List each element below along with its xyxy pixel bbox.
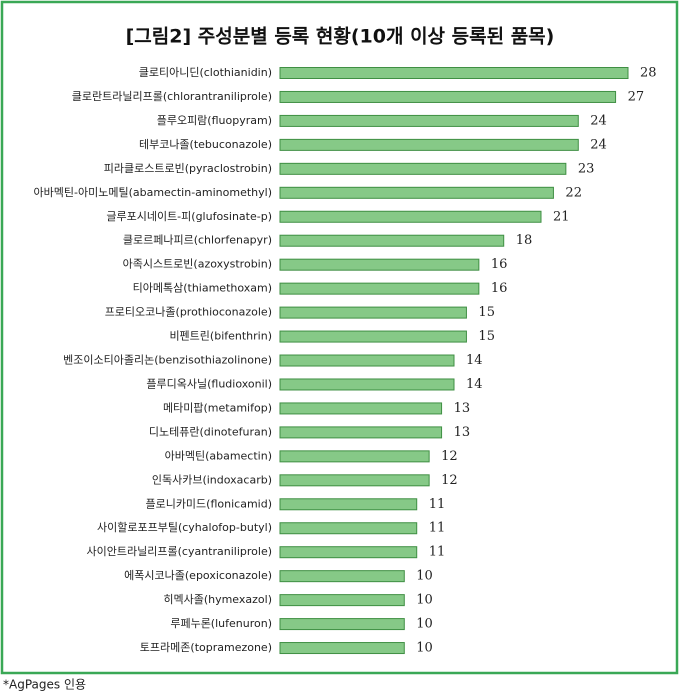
bar [279, 402, 443, 415]
bar [279, 522, 418, 535]
category-label: 히멕사졸(hymexazol) [163, 592, 272, 606]
frame [0, 0, 679, 675]
bar [279, 162, 567, 175]
value-label: 13 [454, 401, 471, 416]
bar [279, 67, 629, 79]
category-label: 루페누론(lufenuron) [170, 617, 272, 630]
value-label: 11 [429, 521, 446, 536]
bar [279, 450, 430, 463]
category-label: 아족시스트로빈(azoxystrobin) [123, 258, 272, 271]
category-label: 클로티아니딘(clothianidin) [139, 66, 272, 79]
bar [279, 570, 405, 583]
bar [279, 378, 455, 391]
bar [279, 210, 542, 223]
bar [279, 306, 467, 319]
category-label: 클로르페나피르(chlorfenapyr) [123, 234, 272, 247]
category-label: 플루디옥사닐(fludioxonil) [146, 377, 272, 390]
value-label: 28 [640, 66, 657, 81]
category-label: 메타미팝(metamifop) [163, 401, 272, 414]
value-label: 18 [516, 233, 533, 248]
category-label: 디노테퓨란(dinotefuran) [149, 425, 272, 438]
bar [279, 618, 405, 631]
value-label: 10 [416, 641, 433, 656]
bar [279, 546, 418, 559]
bar [279, 114, 579, 127]
bar [279, 138, 579, 151]
bar [279, 642, 405, 655]
value-label: 14 [466, 377, 483, 392]
value-label: 14 [466, 353, 483, 368]
category-label: 사이안트라닐리프롤(cyantraniliprole) [87, 545, 272, 558]
value-label: 15 [478, 329, 495, 344]
bar [279, 474, 430, 487]
value-label: 22 [565, 185, 582, 200]
value-label: 23 [578, 161, 595, 176]
bar [279, 282, 480, 295]
value-label: 10 [416, 593, 433, 608]
bar [279, 258, 480, 271]
bar [279, 594, 405, 607]
category-label: 비펜트린(bifenthrin) [169, 330, 272, 343]
category-label: 피라클로스트로빈(pyraclostrobin) [104, 162, 272, 175]
bar [279, 186, 554, 199]
value-label: 21 [553, 209, 570, 224]
category-label: 벤조이소티아졸리논(benzisothiazolinone) [63, 354, 272, 367]
bar [279, 234, 505, 247]
bar [279, 354, 455, 367]
category-label: 인독사카브(indoxacarb) [152, 473, 272, 486]
category-label: 프로티오코나졸(prothioconazole) [105, 306, 272, 319]
bar [279, 330, 467, 343]
bar [279, 426, 443, 439]
value-label: 11 [429, 497, 446, 512]
value-label: 15 [478, 305, 495, 320]
category-label: 클로란트라닐리프롤(chlorantraniliprole) [72, 90, 272, 103]
category-label: 사이할로포프부틸(cyhalofop-butyl) [97, 521, 272, 534]
category-label: 플로니카미드(flonicamid) [145, 497, 272, 510]
category-label: 아바멕틴(abamectin) [165, 449, 272, 462]
category-label: 토프라메존(topramezone) [140, 641, 272, 654]
category-label: 플루오피람(fluopyram) [157, 114, 272, 127]
value-label: 16 [491, 257, 508, 272]
value-label: 10 [416, 569, 433, 584]
value-label: 12 [441, 473, 458, 488]
category-label: 티아메톡삼(thiamethoxam) [133, 282, 272, 295]
value-label: 13 [454, 425, 471, 440]
footnote: *AgPages 인용 [3, 678, 86, 692]
value-label: 10 [416, 617, 433, 632]
bar [279, 498, 418, 511]
value-label: 12 [441, 449, 458, 464]
chart-title: [그림2] 주성분별 등록 현황(10개 이상 등록된 품목) [126, 25, 555, 48]
category-label: 아바멕틴-아미노메틸(abamectin-aminomethyl) [34, 186, 272, 199]
bar [279, 90, 617, 103]
value-label: 27 [628, 89, 645, 104]
category-label: 테부코나졸(tebuconazole) [139, 138, 272, 151]
category-label: 에폭시코나졸(epoxiconazole) [124, 569, 272, 582]
value-label: 24 [590, 113, 607, 128]
value-label: 11 [429, 545, 446, 560]
category-label: 글루포시네이트-피(glufosinate-p) [106, 210, 272, 223]
value-label: 24 [590, 137, 607, 152]
value-label: 16 [491, 281, 508, 296]
